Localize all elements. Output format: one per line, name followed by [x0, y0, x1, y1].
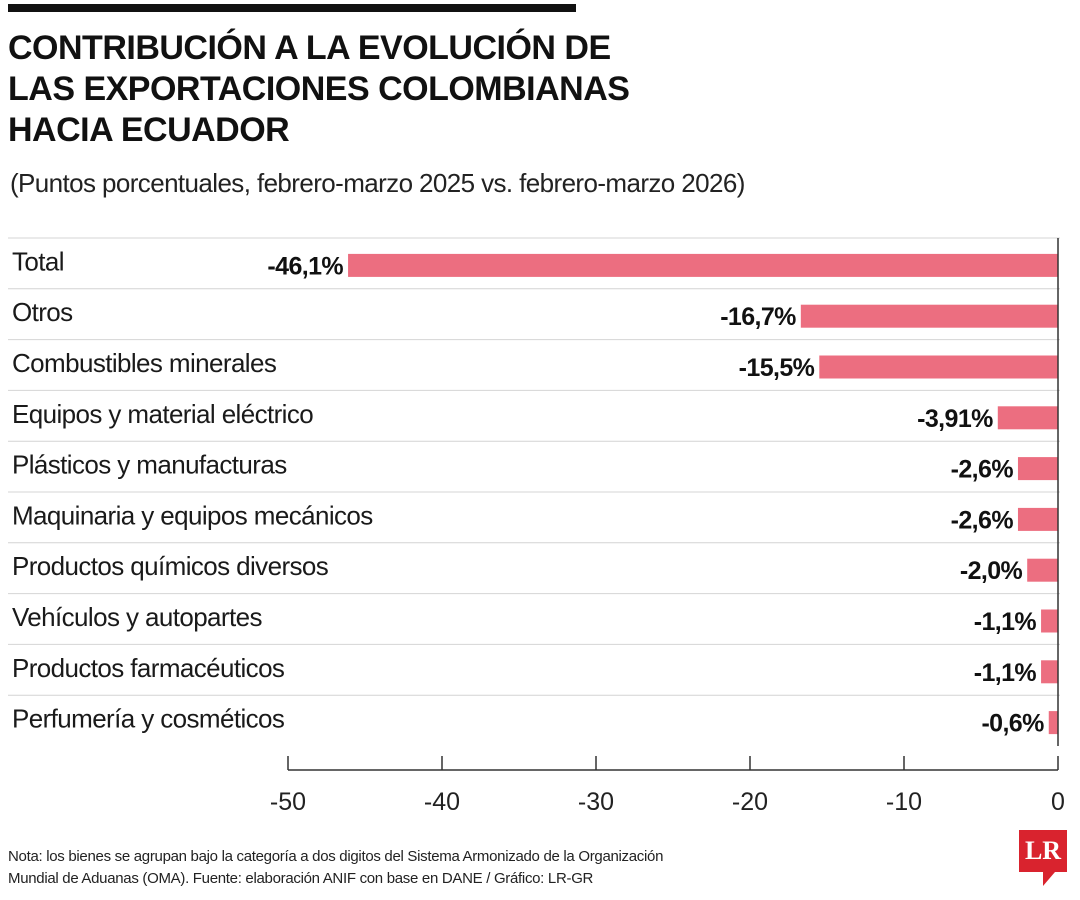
value-label: -1,1% — [974, 659, 1037, 687]
category-label: Maquinaria y equipos mecánicos — [12, 500, 373, 530]
value-label: -2,6% — [951, 456, 1014, 484]
bar — [997, 406, 1058, 430]
category-label: Equipos y material eléctrico — [12, 399, 313, 429]
value-label: -46,1% — [267, 252, 343, 280]
bar — [1017, 457, 1058, 481]
top-rule — [8, 4, 576, 12]
bar — [1027, 558, 1058, 582]
bar-chart: Total -46,1% Otros -16,7% Combustibles miner… — [8, 237, 1065, 816]
category-label: Perfumería y cosméticos — [12, 704, 285, 734]
lr-logo-tail — [1043, 872, 1055, 886]
category-label: Productos farmacéuticos — [12, 653, 285, 683]
x-tick-label: -30 — [578, 788, 614, 816]
x-axis: -50 -40 -30 -20 -10 0 — [270, 756, 1065, 816]
category-label: Vehículos y autopartes — [12, 602, 262, 632]
x-tick-label: -10 — [886, 788, 922, 816]
x-tick-label: -40 — [424, 788, 460, 816]
value-label: -0,6% — [981, 710, 1044, 738]
chart-title: CONTRIBUCIÓN A LA EVOLUCIÓN DE LAS EXPOR… — [8, 29, 630, 149]
category-label: Otros — [12, 297, 73, 327]
value-label: -1,1% — [974, 608, 1037, 636]
bar — [1017, 507, 1058, 531]
chart-rows: Total -46,1% Otros -16,7% Combustibles miner… — [8, 237, 1060, 746]
category-label: Productos químicos diversos — [12, 551, 329, 581]
value-label: -2,6% — [951, 506, 1014, 534]
value-label: -15,5% — [739, 354, 815, 382]
bar — [1048, 711, 1058, 735]
bar — [800, 304, 1058, 328]
category-label: Total — [12, 246, 64, 276]
x-tick-label: 0 — [1051, 788, 1065, 816]
bar — [1041, 660, 1058, 684]
footnote: Nota: los bienes se agrupan bajo la cate… — [8, 848, 664, 887]
chart-subtitle: (Puntos porcentuales, febrero-marzo 2025… — [10, 168, 745, 198]
bar — [1041, 609, 1058, 633]
lr-logo: LR — [1019, 830, 1067, 872]
value-label: -16,7% — [720, 303, 796, 331]
x-tick-label: -50 — [270, 788, 306, 816]
value-label: -3,91% — [917, 405, 993, 433]
x-tick-label: -20 — [732, 788, 768, 816]
value-label: -2,0% — [960, 557, 1023, 585]
bar — [348, 253, 1058, 277]
bar — [819, 355, 1058, 379]
category-label: Combustibles minerales — [12, 348, 277, 378]
category-label: Plásticos y manufacturas — [12, 450, 287, 480]
